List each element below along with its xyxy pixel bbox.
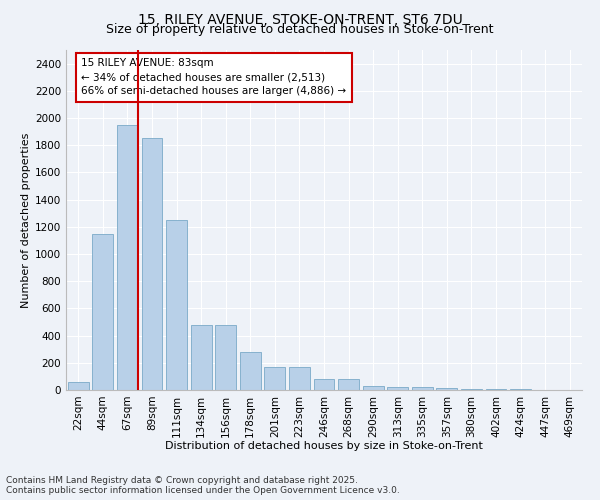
Bar: [412, 388, 433, 390]
Text: 15, RILEY AVENUE, STOKE-ON-TRENT, ST6 7DU: 15, RILEY AVENUE, STOKE-ON-TRENT, ST6 7D…: [137, 12, 463, 26]
X-axis label: Distribution of detached houses by size in Stoke-on-Trent: Distribution of detached houses by size …: [165, 441, 483, 451]
Bar: [215, 324, 236, 390]
Bar: [387, 386, 408, 390]
Bar: [191, 324, 212, 390]
Text: Contains HM Land Registry data © Crown copyright and database right 2025.
Contai: Contains HM Land Registry data © Crown c…: [6, 476, 400, 495]
Bar: [461, 388, 482, 390]
Bar: [436, 388, 457, 390]
Bar: [117, 125, 138, 390]
Bar: [68, 382, 89, 390]
Bar: [314, 379, 334, 390]
Text: Size of property relative to detached houses in Stoke-on-Trent: Size of property relative to detached ho…: [106, 22, 494, 36]
Bar: [240, 352, 261, 390]
Text: 15 RILEY AVENUE: 83sqm
← 34% of detached houses are smaller (2,513)
66% of semi-: 15 RILEY AVENUE: 83sqm ← 34% of detached…: [82, 58, 347, 96]
Y-axis label: Number of detached properties: Number of detached properties: [21, 132, 31, 308]
Bar: [485, 389, 506, 390]
Bar: [289, 367, 310, 390]
Bar: [92, 234, 113, 390]
Bar: [265, 367, 286, 390]
Bar: [338, 379, 359, 390]
Bar: [166, 220, 187, 390]
Bar: [362, 386, 383, 390]
Bar: [142, 138, 163, 390]
